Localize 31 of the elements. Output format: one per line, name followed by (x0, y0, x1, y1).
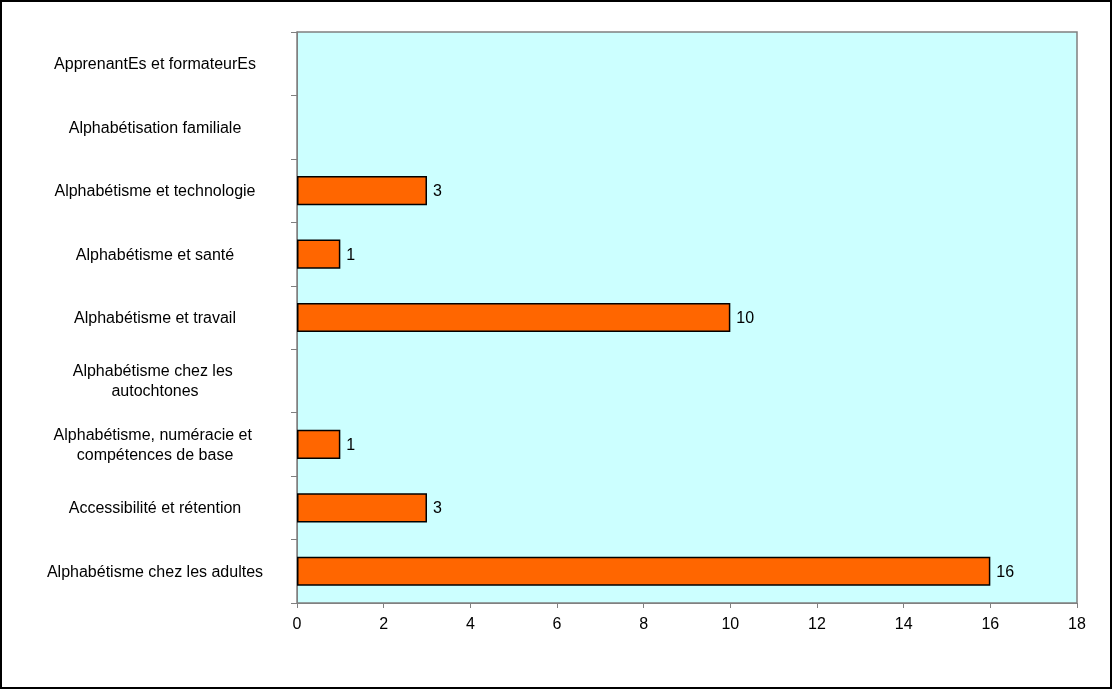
x-tick-label: 10 (721, 614, 740, 632)
y-tick-label: Alphabétisme chez les adultes (46, 562, 264, 580)
x-tick-label: 14 (894, 614, 913, 632)
bar (297, 302, 731, 333)
x-tick-label: 0 (292, 614, 302, 632)
bar (297, 493, 427, 523)
y-tick-label: Alphabétisme et santé (75, 245, 235, 263)
bar (297, 556, 991, 586)
data-label: 1 (346, 245, 356, 263)
x-tick-label: 4 (465, 614, 475, 632)
data-label: 16 (996, 562, 1015, 580)
bar (297, 239, 341, 269)
bar (297, 429, 341, 459)
data-label: 10 (736, 309, 755, 326)
x-tick-label: 18 (1068, 614, 1086, 632)
data-label: 1 (346, 435, 356, 453)
data-label: 3 (433, 499, 442, 517)
y-tick-label: Alphabétisme chez les autochtones (72, 362, 238, 400)
data-label: 3 (433, 182, 442, 200)
y-tick-label: Accessibilité et rétention (68, 499, 242, 517)
bar (297, 176, 427, 206)
y-tick-label: Alphabétisme et travail (74, 309, 236, 326)
x-tick-label: 2 (379, 614, 389, 632)
x-tick-label: 8 (639, 614, 649, 632)
x-tick-label: 12 (808, 614, 826, 632)
y-tick-label: Alphabétisation familiale (68, 118, 242, 136)
y-tick-label: Alphabétisme et technologie (54, 182, 256, 200)
y-tick-label: Alphabétisme, numéracie et compétences de base (53, 425, 257, 463)
y-tick-label: ApprenantEs et formateurEs (54, 55, 256, 73)
x-tick-label: 16 (981, 614, 1000, 632)
x-tick-label: 6 (552, 614, 562, 632)
